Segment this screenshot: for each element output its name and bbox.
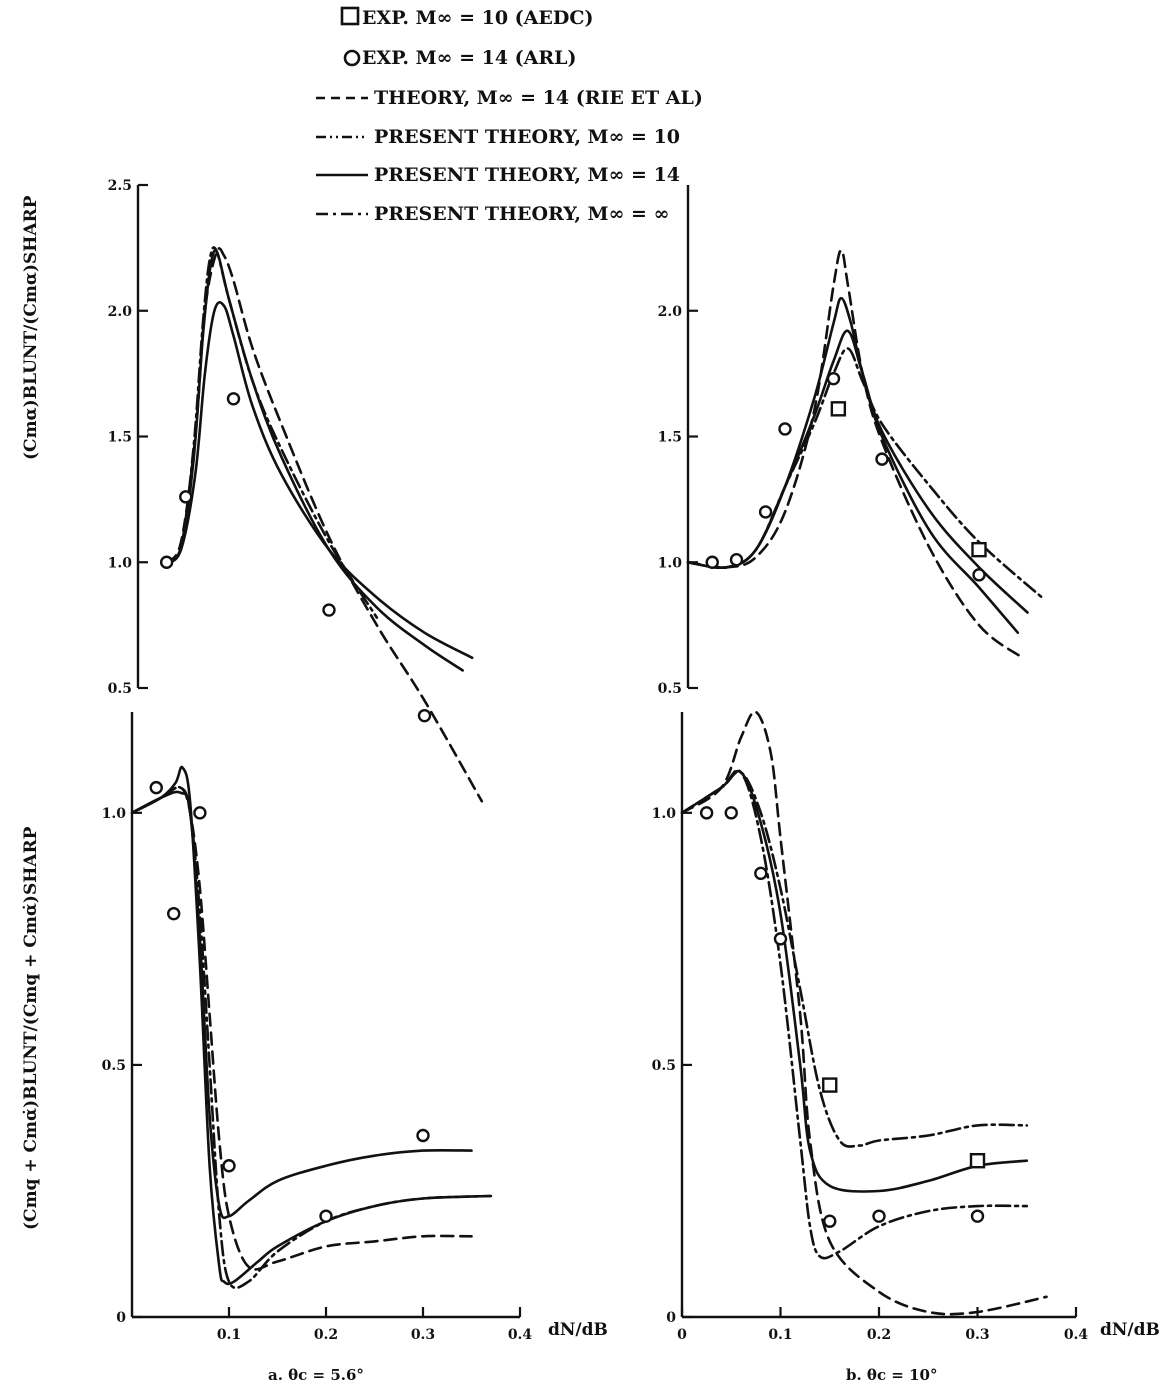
y-tick-label: 2.5: [108, 178, 132, 194]
series-line-dash-dot: [130, 785, 493, 1290]
x-axis-title-left: dN/dB: [548, 1320, 608, 1340]
panel-top-right: 0.5 1.0 1.5 2.0: [658, 185, 1044, 697]
data-point-circle: [970, 1209, 985, 1223]
data-point-circle: [826, 371, 841, 386]
y-tick-label: 1.0: [652, 806, 677, 822]
y-tick-label: 2.0: [658, 304, 683, 320]
x-tick-label: 0.3: [965, 1327, 989, 1343]
data-point-circle: [724, 806, 738, 820]
legend-label-4: PRESENT THEORY, M∞ = 14: [374, 164, 680, 186]
x-tick-label: 0.3: [411, 1327, 435, 1343]
series-line-dash-dot: [680, 769, 1029, 1260]
series-line-solid: [686, 296, 1020, 634]
series-line-dash-dot: [680, 770, 1029, 1148]
y-tick-label: 2.0: [108, 304, 133, 320]
legend-label-3: PRESENT THEORY, M∞ = 10: [374, 126, 680, 148]
y-tick-label: 0.5: [652, 1058, 676, 1074]
data-point-circle: [699, 806, 714, 820]
data-point-circle: [226, 392, 241, 406]
data-point-square: [969, 1153, 986, 1169]
data-point-circle: [222, 1159, 236, 1173]
data-point-square: [971, 541, 987, 558]
data-point-circle: [193, 806, 207, 820]
series-line-solid: [165, 301, 474, 660]
data-point-circle: [167, 906, 181, 921]
panel-bottom-left: 0 0.5 1.0 0.1 0.2 0.3 0.4: [102, 712, 533, 1343]
x-tick-label: 0.1: [768, 1327, 792, 1343]
x-axis-title-right: dN/dB: [1100, 1320, 1160, 1340]
x-tick-label: 0: [677, 1327, 687, 1343]
data-point-circle: [972, 568, 986, 582]
y-tick-label: 1.0: [108, 555, 133, 571]
series-line-solid: [130, 790, 473, 1220]
series-line-dashed: [680, 710, 1048, 1316]
legend-circle-marker: [343, 49, 361, 67]
data-point-square: [822, 1077, 838, 1093]
series-line-solid: [680, 769, 1029, 1193]
data-point-circle: [773, 932, 788, 946]
y-tick-label: 1.5: [658, 430, 682, 446]
data-point-circle: [159, 555, 174, 569]
data-point-circle: [322, 603, 336, 617]
y-tick-label: 0: [666, 1310, 676, 1326]
legend-label-1: EXP. M∞ = 14 (ARL): [362, 47, 577, 69]
y-tick-label: 1.0: [658, 555, 683, 571]
legend-label-2: THEORY, M∞ = 14 (RIE ET AL): [374, 87, 703, 109]
data-point-circle: [729, 553, 744, 567]
x-tick-label: 0.4: [508, 1327, 533, 1343]
series-line-solid: [130, 765, 493, 1286]
data-point-square: [830, 401, 847, 417]
x-tick-label: 0.2: [867, 1327, 891, 1343]
y-tick-label: 0.5: [102, 1058, 126, 1074]
x-tick-label: 0.2: [314, 1327, 338, 1343]
y-axis-title-top: (Cmα)BLUNT/(Cmα)SHARP: [21, 195, 41, 460]
data-point-circle: [875, 452, 889, 466]
legend-square-marker: [340, 6, 360, 26]
y-tick-label: 1.5: [108, 430, 132, 446]
y-axis-title-bottom: (Cmq + Cmα̇)BLUNT/(Cmq + Cmα̇)SHARP: [21, 826, 41, 1230]
data-point-circle: [417, 708, 432, 723]
data-point-circle: [179, 490, 193, 504]
data-point-circle: [872, 1209, 886, 1223]
caption-left: a. θc = 5.6°: [268, 1366, 364, 1384]
panel-bottom-right: 0 0.5 1.0 0 0.1 0.2 0.3 0.4: [652, 710, 1089, 1343]
data-point-circle: [758, 505, 773, 519]
y-tick-label: 0.5: [658, 681, 682, 697]
series-line-dashed: [686, 249, 1024, 660]
y-tick-label: 0: [116, 1310, 126, 1326]
data-point-circle: [416, 1128, 430, 1143]
y-tick-label: 1.0: [102, 806, 127, 822]
series-line-dashed: [130, 785, 473, 1271]
data-point-circle: [754, 866, 768, 881]
caption-right: b. θc = 10°: [846, 1366, 937, 1384]
legend-label-5: PRESENT THEORY, M∞ = ∞: [374, 203, 669, 225]
series-line-dashed: [165, 247, 484, 803]
legend-label-0: EXP. M∞ = 10 (AEDC): [362, 7, 593, 29]
y-tick-label: 0.5: [108, 681, 132, 697]
legend: EXP. M∞ = 10 (AEDC) EXP. M∞ = 14 (ARL) T…: [316, 6, 703, 225]
data-point-circle: [778, 422, 792, 436]
data-point-circle: [319, 1209, 333, 1223]
x-tick-label: 0.1: [217, 1327, 241, 1343]
x-tick-label: 0.4: [1064, 1327, 1089, 1343]
panel-top-left: 0.5 1.0 1.5 2.0 2.5: [108, 178, 484, 803]
data-point-circle: [823, 1214, 837, 1228]
series-line-solid: [165, 249, 464, 672]
data-point-circle: [149, 780, 163, 795]
data-point-circle: [705, 555, 719, 569]
